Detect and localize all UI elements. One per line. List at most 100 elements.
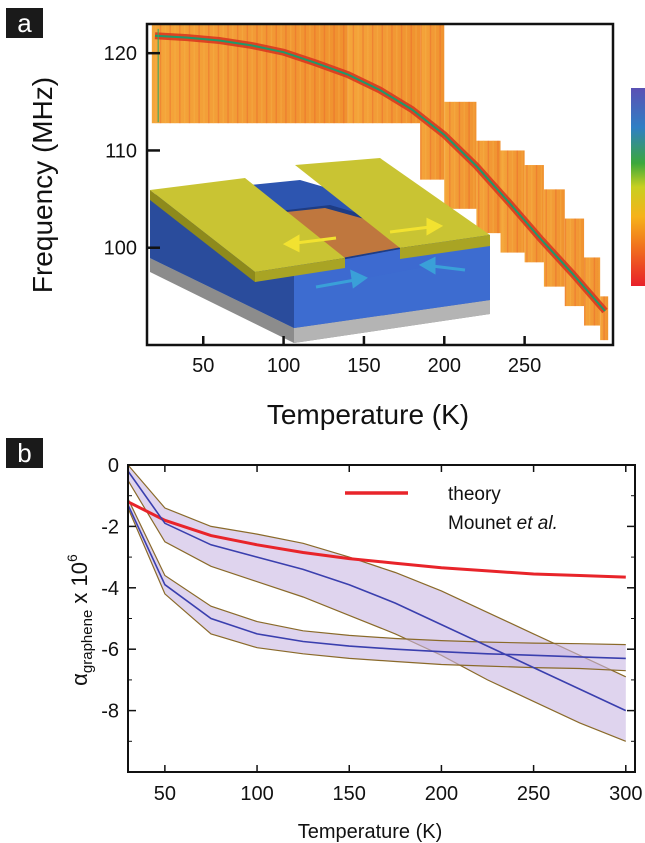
heatmap-texture	[487, 140, 490, 234]
electrode-left-side	[150, 190, 255, 282]
panel-a-y-tick-label: 110	[105, 140, 137, 162]
heatmap-texture	[299, 24, 302, 124]
heatmap-texture	[478, 140, 480, 234]
band-upper-edge	[128, 498, 626, 646]
heatmap-texture	[155, 24, 157, 124]
heatmap-texture	[193, 24, 195, 124]
heatmap-texture	[290, 24, 292, 124]
heatmap-texture	[415, 24, 417, 124]
panel-b-x-tick-label: 200	[425, 783, 458, 805]
heatmap-texture	[227, 24, 229, 124]
heatmap-texture	[598, 257, 600, 326]
heatmap-texture	[482, 140, 485, 234]
heatmap-texture	[232, 24, 234, 124]
heatmap-texture	[574, 218, 576, 307]
panel-a-x-tick-label: 50	[192, 355, 214, 377]
heatmap-texture	[400, 24, 403, 124]
heatmap-texture	[540, 165, 543, 263]
legend-theory-label: theory	[448, 484, 501, 505]
heatmap-texture	[174, 24, 176, 124]
heatmap-texture	[357, 24, 359, 124]
heatmap-texture	[381, 24, 384, 124]
stress-arrows-blue	[315, 256, 466, 289]
heatmap-texture	[261, 24, 263, 124]
band-lower-edge	[128, 507, 626, 672]
panel-b-x-tick-label: 100	[240, 783, 273, 805]
panel-b-y-tick-label: -8	[101, 701, 119, 723]
panel-b-tag: b	[17, 438, 31, 468]
heatmap-texture	[159, 24, 162, 124]
panel-a-y-tick-label: 120	[104, 43, 137, 65]
heatmap-texture	[251, 24, 253, 124]
heatmap-texture	[458, 101, 461, 209]
heatmap-texture	[179, 24, 181, 124]
heatmap-texture	[569, 218, 572, 307]
heatmap-texture	[169, 24, 171, 124]
heatmap-texture	[593, 257, 596, 326]
heatmap-texture	[198, 24, 200, 124]
heatmap-texture	[376, 24, 379, 124]
heatmap-texture	[270, 24, 273, 124]
heatmap-texture	[453, 101, 456, 209]
heatmap-texture	[217, 24, 220, 124]
panel-b-x-tick-label: 150	[333, 783, 366, 805]
heatmap-region	[151, 24, 609, 341]
heatmap-texture	[309, 24, 311, 124]
legend-reference: Mounet et al.	[448, 513, 558, 534]
heatmap-texture	[328, 24, 330, 124]
electrode-left-front	[255, 258, 345, 282]
panel-b-plot	[128, 465, 627, 742]
heatmap-texture	[236, 24, 239, 124]
heatmap-texture	[367, 24, 369, 124]
heatmap-texture	[424, 24, 427, 180]
uncertainty-band	[128, 498, 626, 671]
heatmap-texture	[333, 24, 335, 124]
heatmap-texture	[535, 165, 538, 263]
uncertainty-band	[128, 465, 626, 742]
panel-b-tag-box	[6, 438, 43, 468]
heatmap-texture	[164, 24, 167, 124]
heatmap-texture	[502, 150, 504, 253]
stress-arrows-yellow	[282, 217, 444, 253]
colorbar	[631, 88, 645, 286]
heatmap-texture	[516, 150, 518, 253]
heatmap-texture	[386, 24, 388, 124]
heatmap-texture	[579, 218, 581, 307]
heatmap-texture	[555, 189, 557, 287]
heatmap-texture	[314, 24, 316, 124]
electrode-right-front	[400, 235, 490, 259]
heatmap-texture	[280, 24, 282, 124]
panel-b: b 50 100 150 200 250 300 0 -2 -4 -6 -8 theory Moun…	[6, 438, 642, 843]
heatmap-texture	[531, 165, 533, 263]
heatmap-texture	[434, 24, 437, 180]
panel-b-x-tick-label: 250	[517, 783, 550, 805]
heatmap-texture	[323, 24, 326, 124]
panel-a-y-tick-label: 100	[104, 238, 137, 260]
heatmap-texture	[275, 24, 277, 124]
heatmap-texture	[405, 24, 408, 124]
legend: theory Mounet et al.	[345, 484, 558, 534]
heatmap-block	[420, 24, 445, 180]
heatmap-texture	[256, 24, 258, 124]
heatmap-texture	[545, 189, 547, 287]
panel-b-y-axis-label: αgraphene x 106	[64, 554, 96, 686]
heatmap-texture	[444, 101, 446, 209]
heatmap-block	[564, 218, 585, 307]
device-schematic	[150, 158, 490, 343]
panel-b-y-tick-label: -4	[101, 578, 119, 600]
panel-a-x-tick-label: 200	[428, 355, 461, 377]
heatmap-texture	[396, 24, 398, 124]
panel-b-x-axis-label: Temperature (K)	[298, 821, 443, 843]
heatmap-texture	[391, 24, 393, 124]
heatmap-texture	[603, 296, 605, 341]
heatmap-texture	[521, 150, 523, 253]
fit-curve	[128, 470, 627, 712]
heatmap-texture	[318, 24, 321, 124]
panel-b-y-tick-label: -6	[101, 639, 119, 661]
panel-a-axes-frame	[145, 22, 615, 347]
band-upper-edge	[128, 465, 627, 678]
panel-a-x-tick-label: 250	[508, 355, 541, 377]
heatmap-texture	[439, 24, 441, 180]
heatmap-block	[543, 189, 565, 287]
